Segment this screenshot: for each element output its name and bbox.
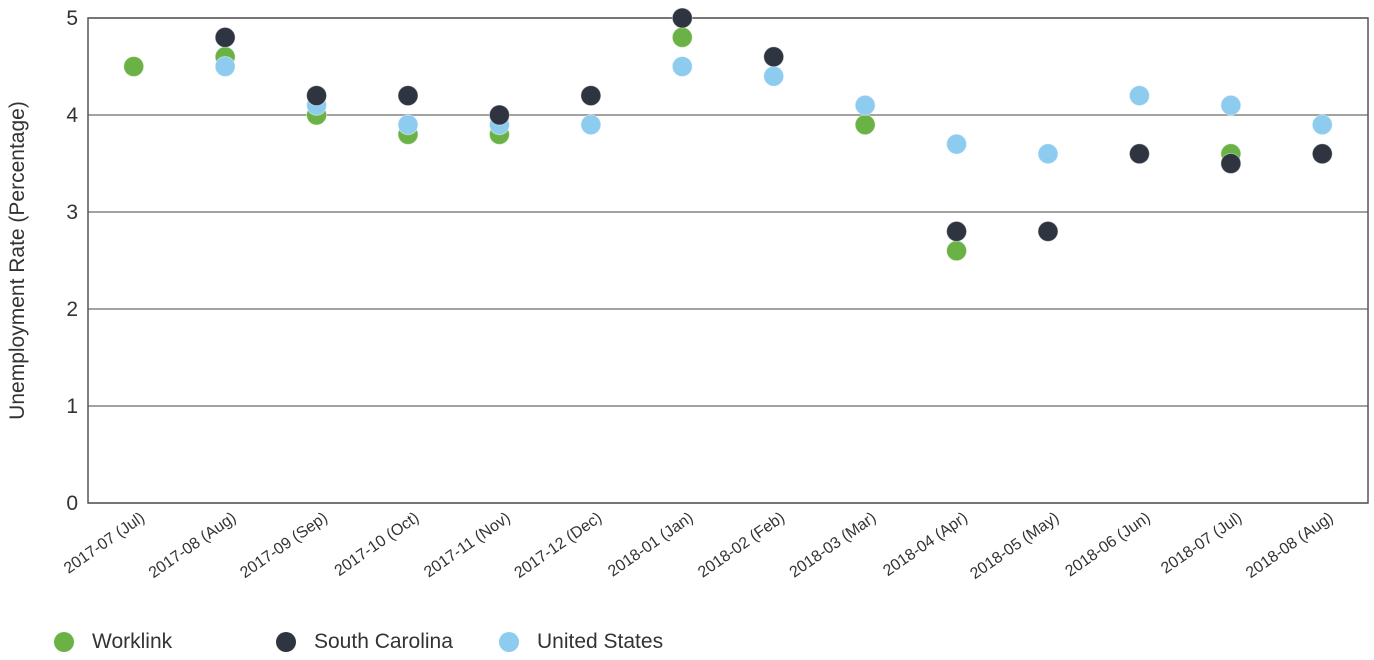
point-south-carolina	[1220, 153, 1242, 174]
point-south-carolina	[1128, 143, 1150, 165]
x-tick-label: 2018-05 (May)	[967, 509, 1062, 583]
legend-label-south-carolina: South Carolina	[314, 630, 453, 653]
point-worklink	[854, 114, 876, 136]
x-tick-label: 2018-06 (Jun)	[1062, 509, 1153, 580]
y-tick-label: 4	[66, 104, 78, 127]
point-south-carolina	[580, 85, 602, 107]
gridlines	[88, 17, 1368, 504]
point-united-states	[946, 133, 968, 155]
x-tick-label: 2017-11 (Nov)	[421, 509, 514, 581]
point-south-carolina	[763, 46, 785, 68]
point-south-carolina	[1311, 143, 1333, 165]
legend-swatch-south-carolina	[276, 632, 296, 652]
x-tick-label: 2018-02 (Feb)	[695, 509, 788, 581]
y-tick-label: 5	[66, 7, 78, 30]
y-axis-ticks: 0 1 2 3 4 5	[66, 7, 78, 515]
x-axis-ticks: 2017-07 (Jul)2017-08 (Aug)2017-09 (Sep) 2…	[61, 509, 1337, 583]
legend-label-united-states: United States	[537, 630, 664, 653]
y-tick-label: 2	[66, 298, 78, 321]
point-south-carolina	[214, 26, 236, 48]
x-tick-label: 2017-08 (Aug)	[146, 509, 240, 582]
y-tick-label: 3	[66, 201, 78, 224]
point-united-states	[580, 114, 602, 136]
point-south-carolina	[1037, 220, 1059, 242]
x-tick-label: 2018-03 (Mar)	[787, 509, 880, 581]
y-tick-label: 0	[66, 492, 78, 515]
point-united-states	[763, 65, 785, 87]
legend-item-south-carolina: South Carolina	[276, 628, 453, 656]
point-united-states	[671, 56, 693, 77]
point-worklink	[671, 26, 693, 48]
data-points	[123, 7, 1333, 262]
x-tick-label: 2017-12 (Dec)	[512, 509, 606, 582]
legend-item-worklink: Worklink	[54, 628, 172, 656]
point-worklink	[123, 56, 145, 77]
y-tick-label: 1	[66, 395, 78, 418]
point-united-states	[1220, 94, 1242, 116]
legend-label-worklink: Worklink	[92, 630, 173, 653]
point-south-carolina	[397, 85, 419, 107]
x-tick-label: 2018-04 (Apr)	[880, 509, 971, 580]
point-united-states	[1311, 114, 1333, 136]
x-tick-label: 2017-10 (Oct)	[332, 509, 423, 580]
plot-area-frame	[87, 17, 1369, 504]
point-south-carolina	[946, 220, 968, 242]
point-united-states	[397, 114, 419, 136]
legend-item-united-states: United States	[499, 628, 663, 656]
point-south-carolina	[306, 85, 328, 107]
point-united-states	[1037, 143, 1059, 165]
point-united-states	[1128, 85, 1150, 107]
point-united-states	[854, 94, 876, 116]
legend: Worklink South Carolina United States	[54, 628, 754, 656]
x-tick-label: 2017-07 (Jul)	[61, 509, 148, 577]
legend-swatch-worklink	[54, 632, 74, 652]
x-tick-label: 2017-09 (Sep)	[237, 509, 331, 582]
point-south-carolina	[488, 104, 510, 126]
x-tick-label: 2018-01 (Jan)	[605, 509, 696, 580]
x-tick-label: 2018-08 (Aug)	[1243, 509, 1337, 582]
y-axis-label: Unemployment Rate (Percentage)	[6, 101, 29, 420]
point-worklink	[946, 240, 968, 262]
legend-swatch-united-states	[499, 632, 519, 652]
point-united-states	[214, 56, 236, 77]
point-south-carolina	[671, 7, 693, 29]
x-tick-label: 2018-07 (Jul)	[1158, 509, 1245, 577]
